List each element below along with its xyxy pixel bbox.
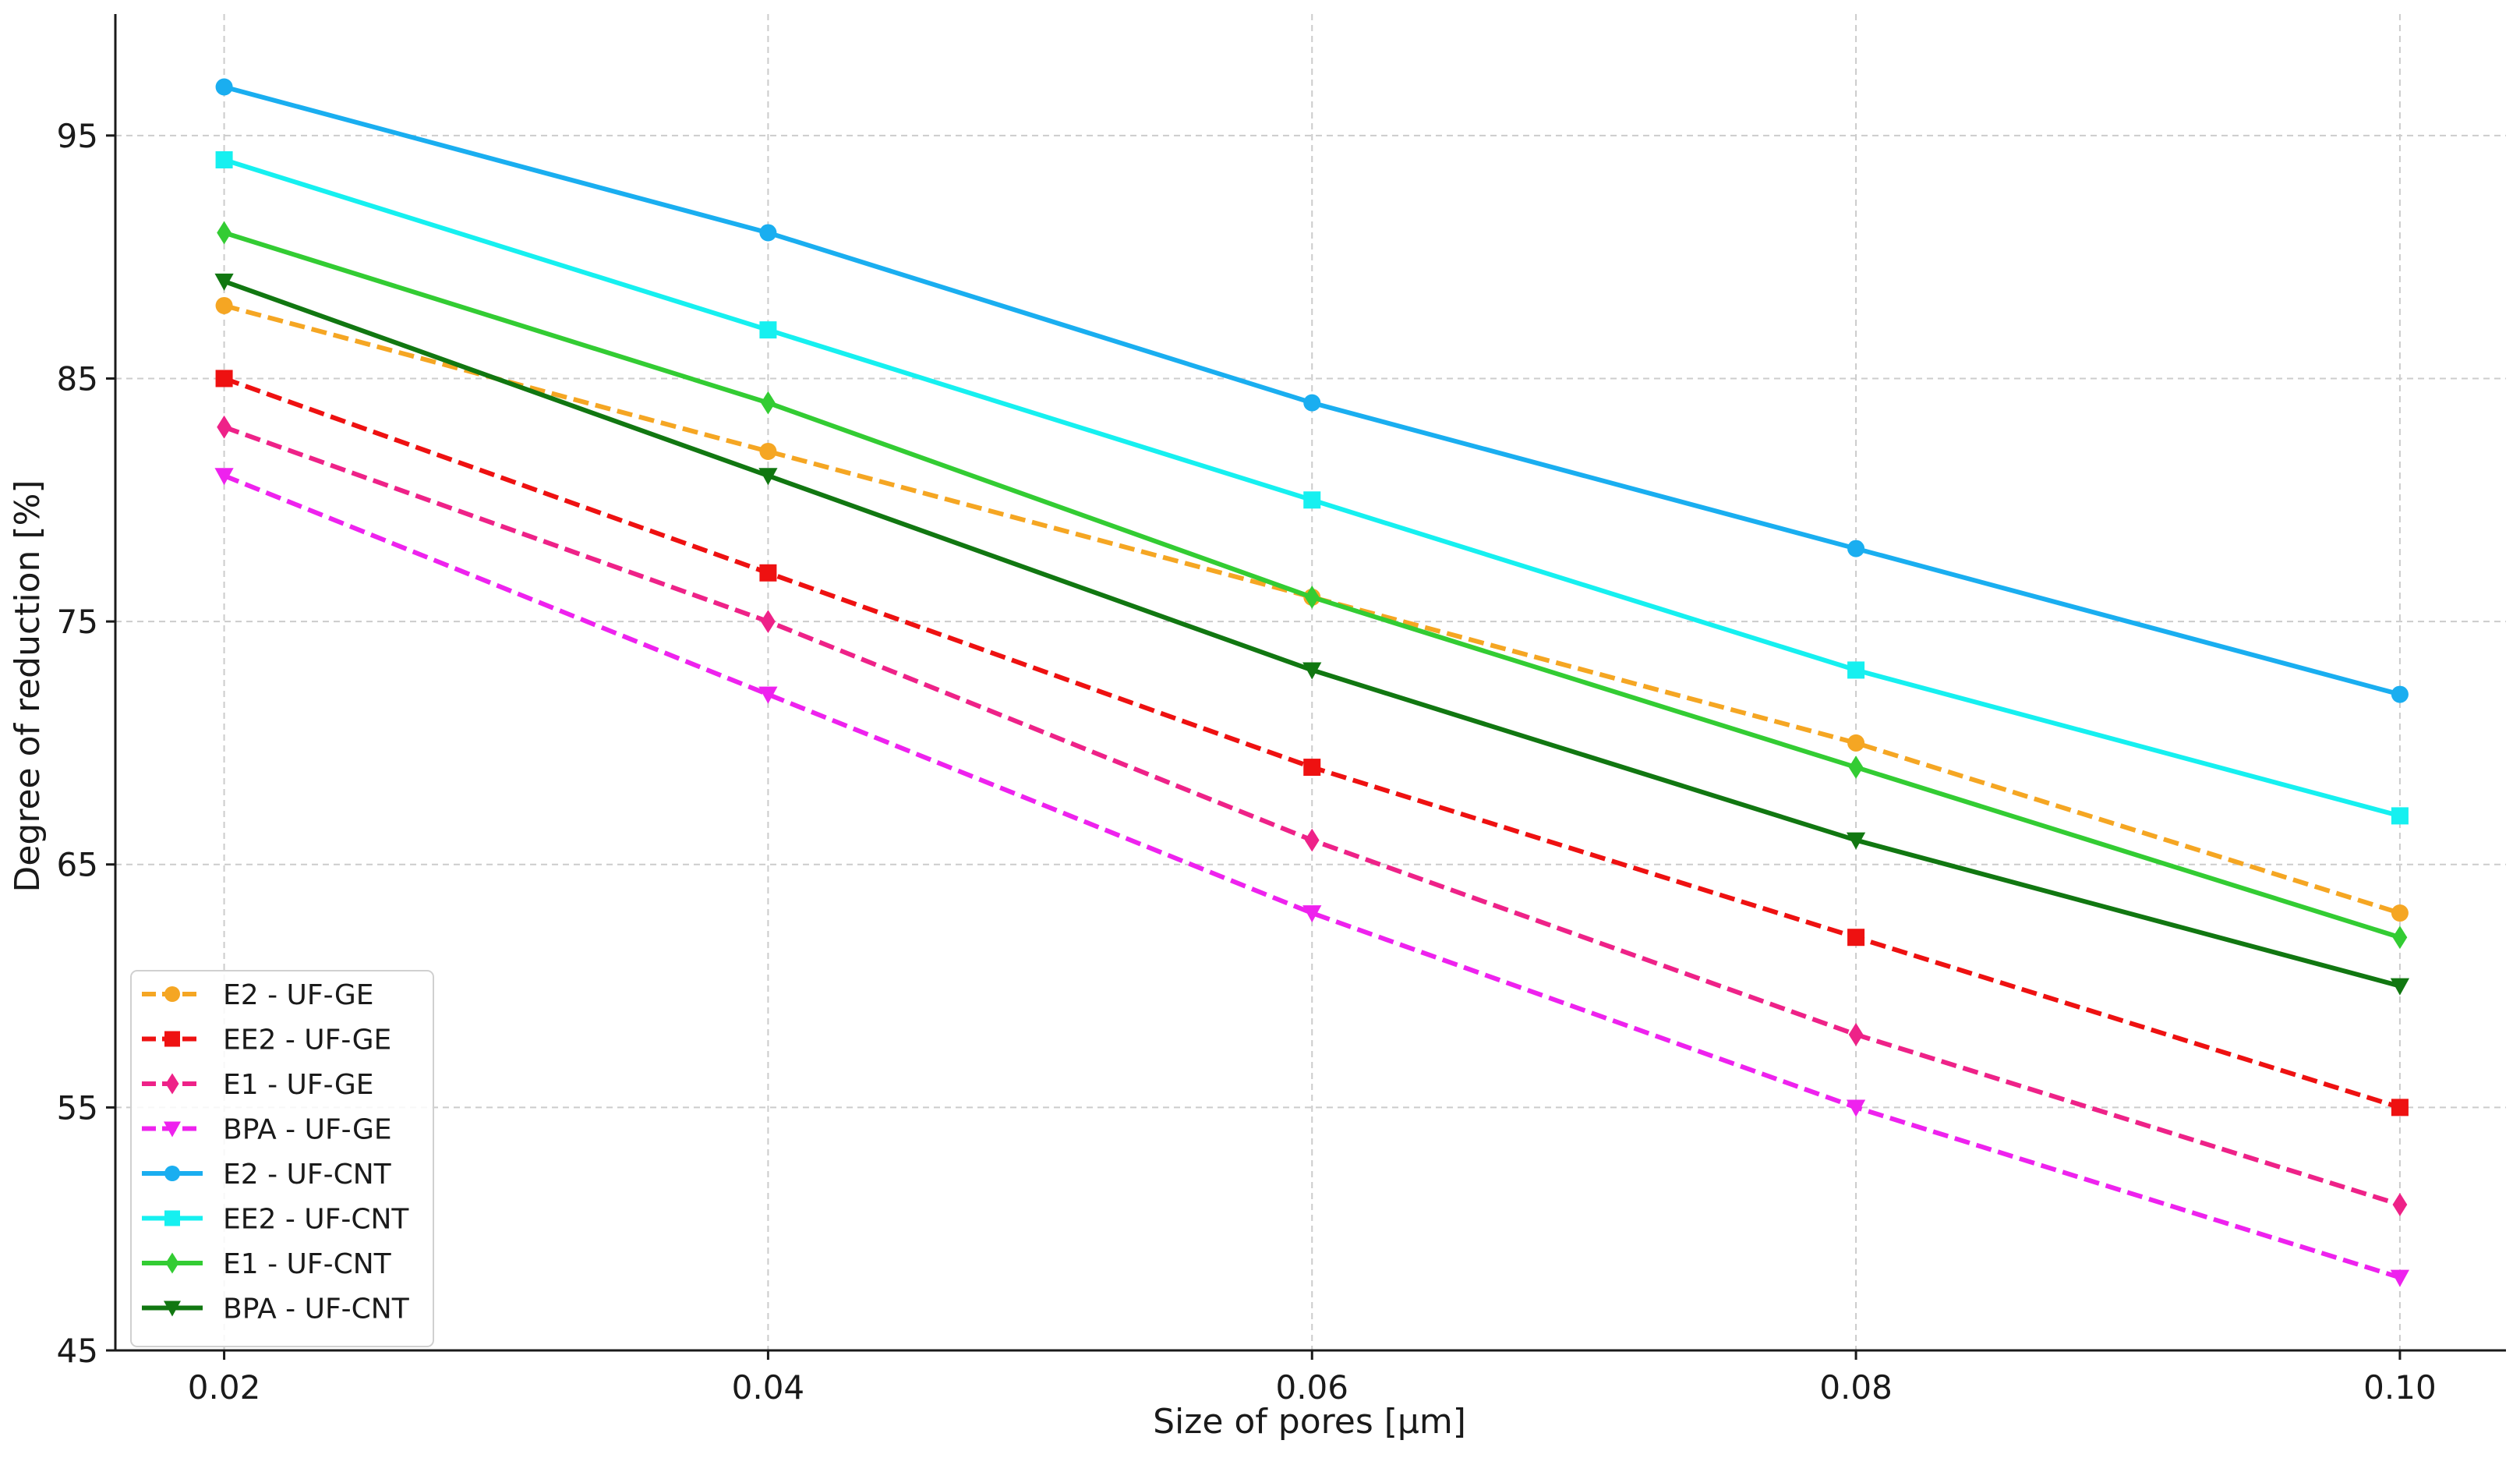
legend-label: EE2 - UF-CNT xyxy=(223,1204,409,1236)
data-point xyxy=(2391,904,2409,922)
data-point xyxy=(1303,759,1321,777)
legend-label: E1 - UF-CNT xyxy=(223,1248,392,1280)
data-point xyxy=(2391,807,2409,825)
series-bpa-uf-ge xyxy=(214,468,2410,1287)
data-point xyxy=(1303,394,1321,412)
x-axis-ticks: 0.02 0.04 0.06 0.08 0.10 xyxy=(188,1350,2437,1407)
data-point xyxy=(2390,1269,2410,1287)
y-axis-ticks: 45 55 65 75 85 95 xyxy=(57,117,115,1370)
data-point xyxy=(215,296,233,314)
data-point xyxy=(759,442,777,460)
series-ee2-uf-cnt xyxy=(215,150,2409,825)
legend-marker xyxy=(164,1121,181,1138)
data-point xyxy=(759,224,777,242)
data-point xyxy=(2390,978,2410,996)
legend: E2 - UF-GE EE2 - UF-GE E1 - UF-GE BPA - UF-… xyxy=(130,970,434,1347)
data-point xyxy=(1303,491,1321,509)
series-group xyxy=(214,78,2410,1287)
legend-item: E1 - UF-CNT xyxy=(142,1248,392,1280)
series-e1-uf-ge xyxy=(217,415,2408,1216)
data-point xyxy=(1847,734,1865,752)
series-e2-uf-cnt xyxy=(215,78,2409,703)
data-point xyxy=(214,273,234,291)
x-tick-label: 0.04 xyxy=(732,1368,805,1407)
data-point xyxy=(215,78,233,96)
legend-item: EE2 - UF-CNT xyxy=(142,1204,409,1236)
data-point xyxy=(215,150,233,168)
y-tick-label: 65 xyxy=(57,846,98,884)
legend-label: E1 - UF-GE xyxy=(223,1069,374,1101)
legend-marker xyxy=(164,1031,180,1047)
series-e1-uf-cnt xyxy=(217,221,2408,950)
legend-item: EE2 - UF-GE xyxy=(142,1024,391,1056)
data-point xyxy=(758,468,778,486)
legend-label: E2 - UF-CNT xyxy=(223,1159,392,1191)
legend-item: E1 - UF-GE xyxy=(142,1069,374,1101)
data-point xyxy=(1846,1099,1866,1117)
data-point xyxy=(2391,685,2409,703)
legend-item: BPA - UF-CNT xyxy=(142,1293,410,1325)
series-line xyxy=(223,303,2401,915)
legend-label: EE2 - UF-GE xyxy=(223,1024,391,1056)
legend-item: E2 - UF-GE xyxy=(142,979,374,1011)
grid-lines xyxy=(115,14,2506,1351)
legend-marker xyxy=(164,1210,180,1226)
legend-label: BPA - UF-CNT xyxy=(223,1293,410,1325)
data-point xyxy=(1302,905,1322,923)
data-point xyxy=(1846,832,1866,850)
data-point xyxy=(2392,1193,2408,1216)
data-point xyxy=(1304,586,1320,609)
data-point xyxy=(1847,661,1865,679)
y-tick-label: 95 xyxy=(57,117,98,155)
x-axis-title: Size of pores [µm] xyxy=(1153,1402,1466,1442)
data-point xyxy=(761,610,776,633)
legend-marker xyxy=(164,1301,181,1317)
legend-marker xyxy=(164,986,180,1002)
data-point xyxy=(759,321,777,339)
series-ee2-uf-ge xyxy=(215,370,2409,1117)
series-bpa-uf-cnt xyxy=(214,273,2410,996)
data-point xyxy=(758,686,778,704)
y-tick-label: 55 xyxy=(57,1088,98,1127)
legend-marker xyxy=(165,1073,179,1095)
x-tick-label: 0.10 xyxy=(2363,1368,2437,1407)
legend-label: E2 - UF-GE xyxy=(223,979,374,1011)
data-point xyxy=(217,221,232,245)
data-point xyxy=(2392,925,2408,950)
x-tick-label: 0.06 xyxy=(1275,1368,1348,1407)
data-point xyxy=(761,391,776,415)
x-tick-label: 0.08 xyxy=(1819,1368,1893,1407)
data-point xyxy=(214,468,234,486)
y-tick-label: 45 xyxy=(57,1332,98,1370)
axes xyxy=(114,14,2506,1352)
legend-box xyxy=(130,970,434,1347)
data-point xyxy=(759,564,777,582)
data-point xyxy=(1302,662,1322,680)
legend-marker xyxy=(165,1252,179,1274)
series-line xyxy=(223,473,2401,1280)
y-tick-label: 75 xyxy=(57,603,98,641)
legend-label: BPA - UF-GE xyxy=(223,1114,392,1146)
x-tick-label: 0.02 xyxy=(188,1368,261,1407)
legend-item: E2 - UF-CNT xyxy=(142,1159,392,1191)
data-point xyxy=(1848,756,1864,779)
legend-marker xyxy=(164,1166,180,1181)
data-point xyxy=(217,415,232,439)
legend-item: BPA - UF-GE xyxy=(142,1114,392,1146)
data-point xyxy=(1847,540,1865,557)
data-point xyxy=(1847,929,1865,947)
data-point xyxy=(215,370,233,388)
data-point xyxy=(1848,1023,1864,1046)
y-tick-label: 85 xyxy=(57,359,98,398)
data-point xyxy=(2391,1099,2409,1117)
data-point xyxy=(1304,828,1320,852)
y-axis-title: Degree of reduction [%] xyxy=(8,480,48,892)
